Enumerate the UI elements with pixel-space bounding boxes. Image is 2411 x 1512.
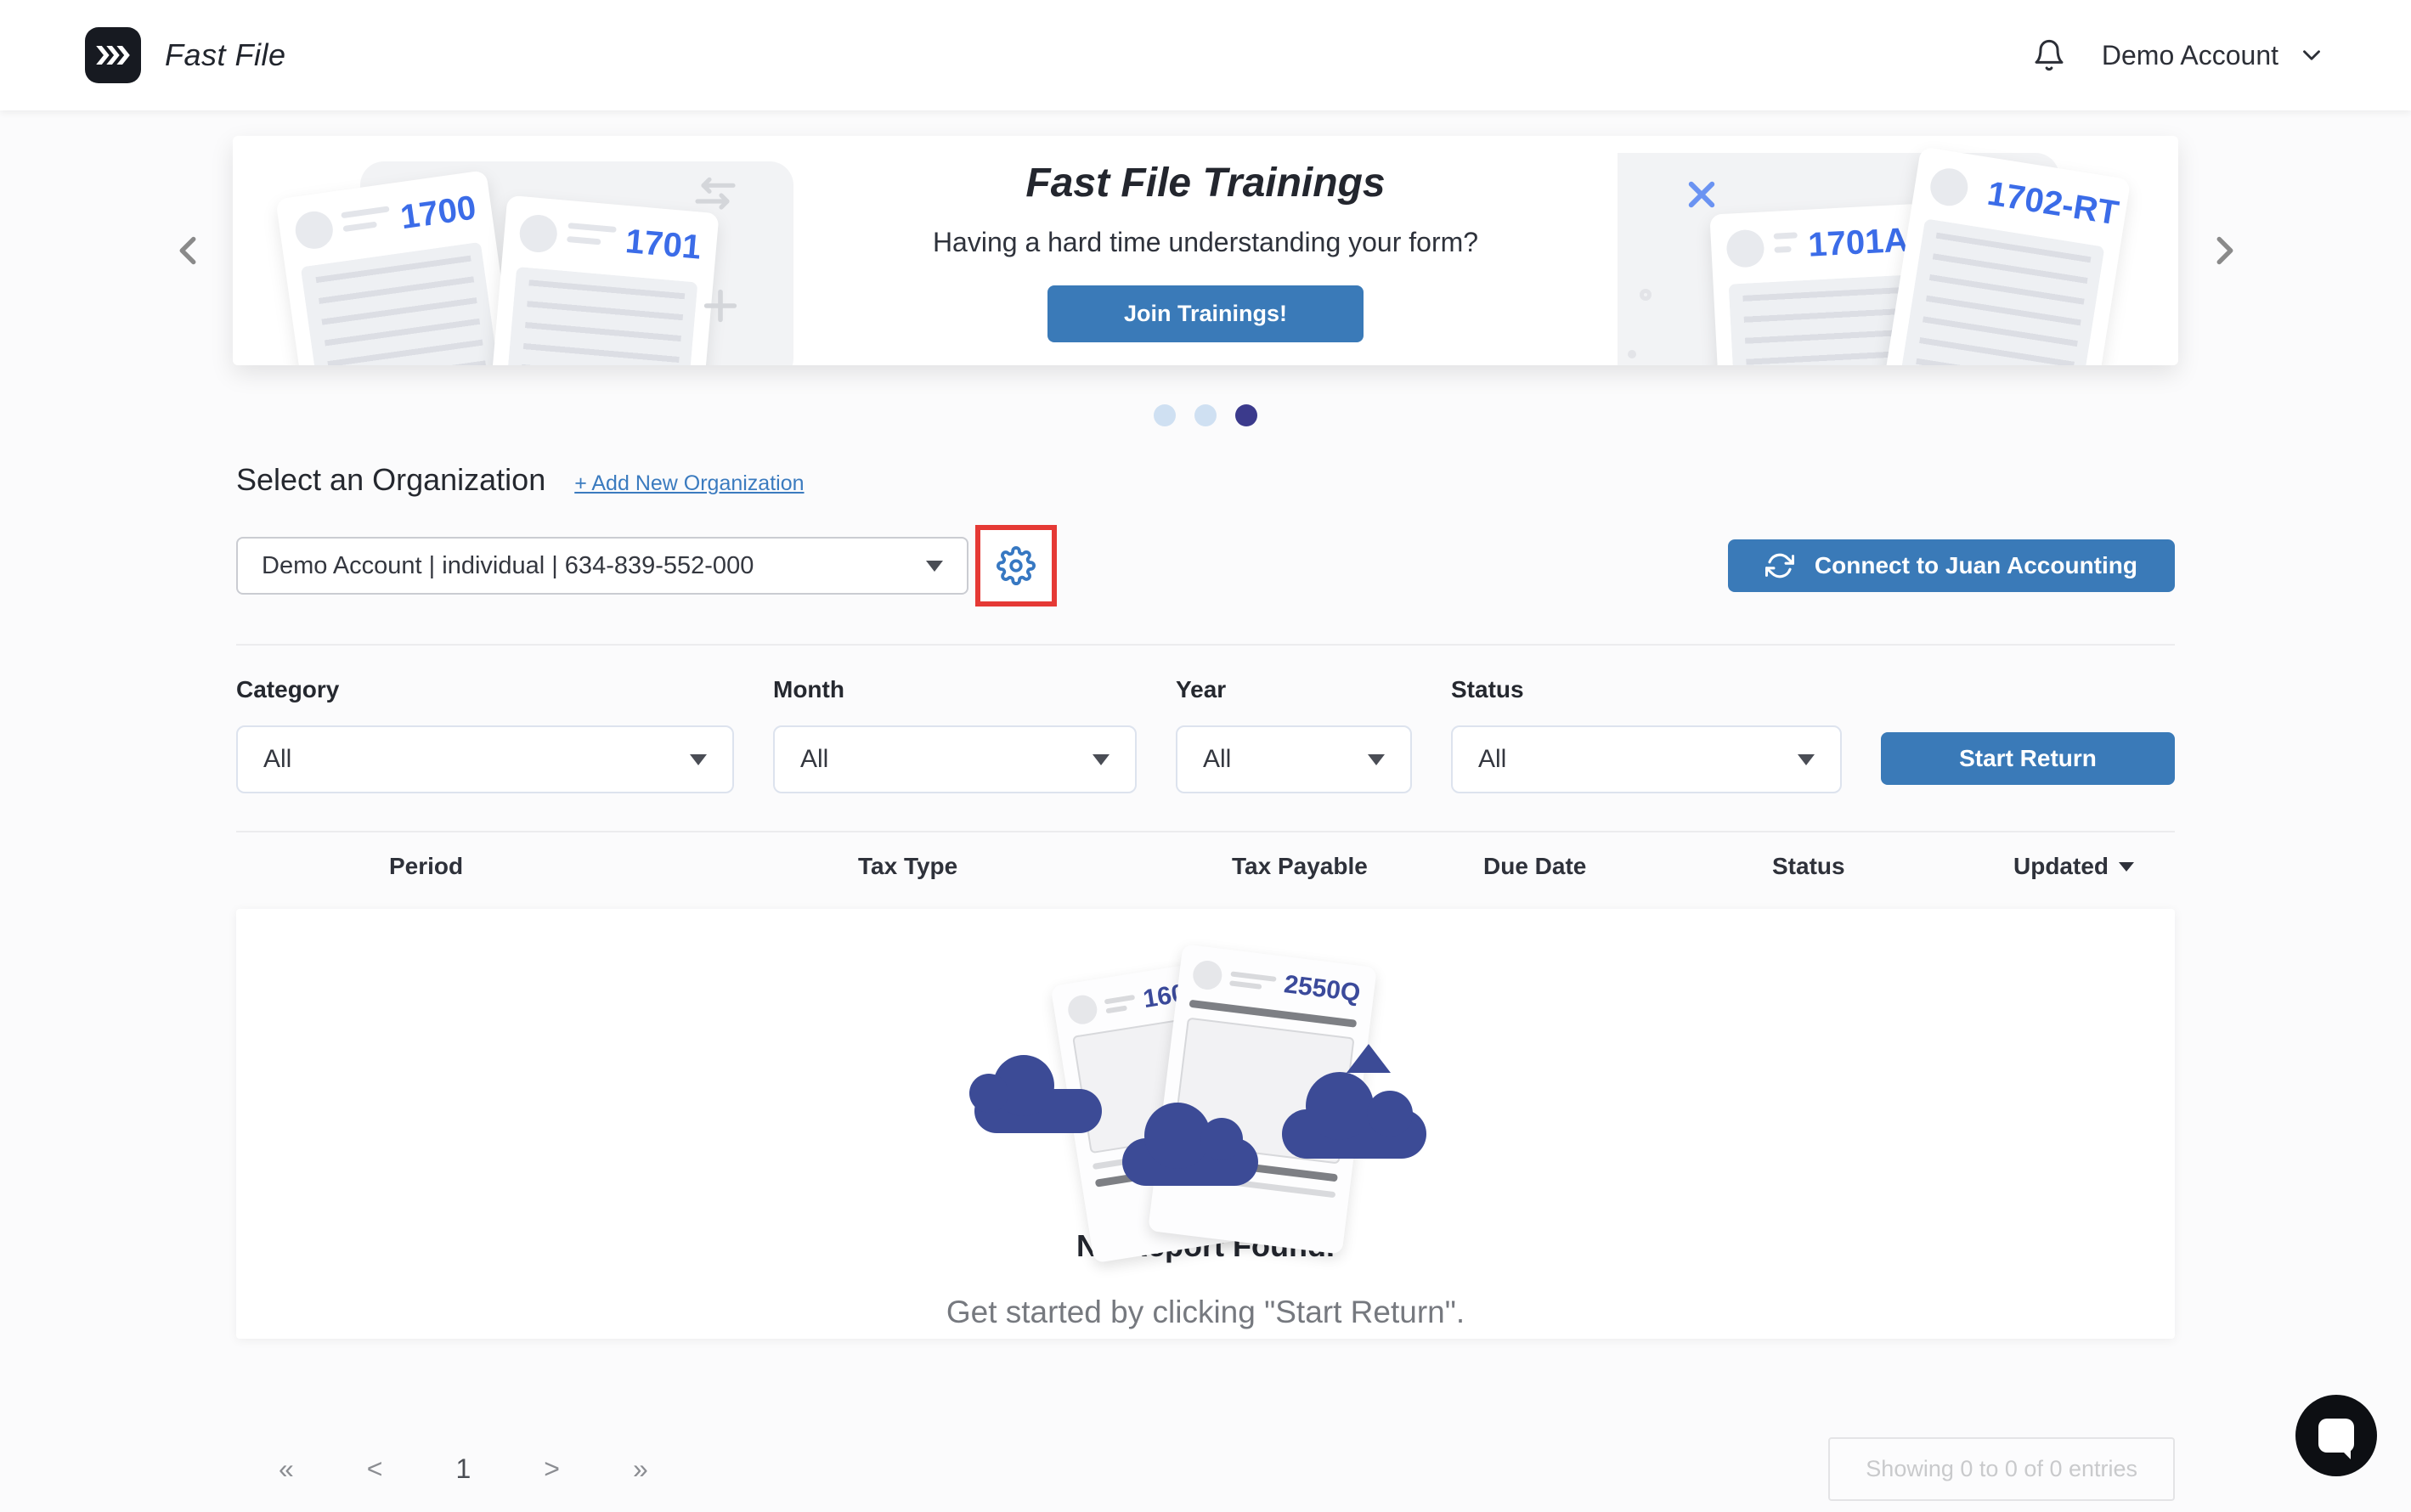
pagination-row: « < 1 > » Showing 0 to 0 of 0 entries: [236, 1437, 2175, 1501]
status-filter-label: Status: [1451, 676, 1524, 702]
plus-icon: [697, 282, 744, 334]
organization-select-value: Demo Account | individual | 634-839-552-…: [262, 551, 754, 579]
category-filter-value: All: [263, 745, 292, 773]
cloud-icon: [1282, 1072, 1426, 1159]
decorative-dot: [1628, 350, 1636, 358]
join-trainings-button[interactable]: Join Trainings!: [1047, 285, 1364, 342]
carousel-left-illustration: 1700 1701: [233, 136, 793, 365]
category-filter-select[interactable]: All: [236, 725, 734, 793]
category-filter-label: Category: [236, 676, 340, 702]
form-number: 1701: [624, 223, 703, 267]
account-menu[interactable]: Demo Account: [2102, 40, 2326, 71]
year-filter-label: Year: [1176, 676, 1227, 702]
gear-icon: [997, 546, 1036, 585]
prev-page-button[interactable]: <: [355, 1448, 395, 1490]
chat-widget-button[interactable]: [2295, 1395, 2377, 1476]
carousel-prev-button[interactable]: [165, 228, 211, 274]
upload-arrow-icon: [1347, 1030, 1391, 1073]
bell-icon[interactable]: [2032, 38, 2066, 72]
carousel-right-illustration: 1701A 1702-RT: [1618, 136, 2178, 365]
carousel-dots: [0, 404, 2411, 426]
chevron-down-icon: [1368, 753, 1385, 765]
brand-name: Fast File: [165, 37, 286, 72]
close-icon: [1684, 177, 1719, 217]
column-period: Period: [389, 853, 464, 879]
last-page-button[interactable]: »: [621, 1448, 660, 1490]
divider: [236, 831, 2175, 832]
first-page-button[interactable]: «: [267, 1448, 306, 1490]
carousel-subtitle: Having a hard time understanding your fo…: [932, 226, 1479, 257]
column-tax-type: Tax Type: [858, 853, 958, 879]
month-filter-value: All: [800, 745, 829, 773]
year-filter-select[interactable]: All: [1176, 725, 1412, 793]
carousel-dot-1[interactable]: [1154, 404, 1176, 426]
form-number: 1701A: [1807, 221, 1910, 264]
status-filter-select[interactable]: All: [1451, 725, 1842, 793]
form-number: 1702-RT: [1985, 174, 2121, 233]
carousel-copy: Fast File Trainings Having a hard time u…: [793, 136, 1618, 365]
account-name: Demo Account: [2101, 39, 2278, 71]
carousel-next-button[interactable]: [2202, 228, 2248, 274]
empty-state-subtitle: Get started by clicking "Start Return".: [946, 1295, 1465, 1329]
form-doc-1700: 1700: [275, 170, 522, 365]
chevron-down-icon: [1093, 753, 1110, 765]
sync-icon: [1764, 553, 1794, 578]
divider: [236, 644, 2175, 646]
column-due-date: Due Date: [1483, 853, 1587, 879]
decorative-dot: [1640, 289, 1652, 301]
fastfile-logo-icon: [85, 27, 141, 83]
column-updated-sort[interactable]: Updated: [2013, 853, 2134, 880]
connect-accounting-label: Connect to Juan Accounting: [1814, 552, 2137, 578]
carousel-slide: 1700 1701 Fast: [233, 136, 2178, 365]
gear-highlight-red-box: [975, 525, 1057, 606]
cloud-icon: [969, 1055, 1102, 1133]
form-doc-1701: 1701: [485, 195, 720, 365]
chevron-down-icon: [690, 753, 707, 765]
reports-table-header: Period Tax Type Tax Payable Due Date Sta…: [236, 834, 2175, 899]
chat-icon: [2318, 1419, 2354, 1459]
column-status: Status: [1772, 853, 1845, 879]
filters-row: Category All Month All Year All Status A…: [236, 676, 2175, 793]
topbar: Fast File Demo Account: [0, 0, 2411, 110]
next-page-button[interactable]: >: [532, 1448, 572, 1490]
brand: Fast File: [85, 27, 286, 83]
sort-caret-icon: [2119, 861, 2134, 872]
select-organization-heading: Select an Organization: [236, 462, 546, 497]
carousel-dot-2[interactable]: [1194, 404, 1217, 426]
organization-select[interactable]: Demo Account | individual | 634-839-552-…: [236, 537, 968, 595]
organization-settings-button[interactable]: [997, 546, 1036, 585]
connect-accounting-button[interactable]: Connect to Juan Accounting: [1727, 539, 2175, 592]
entries-summary: Showing 0 to 0 of 0 entries: [1828, 1437, 2175, 1501]
carousel-dot-3-active[interactable]: [1235, 404, 1257, 426]
month-filter-select[interactable]: All: [773, 725, 1137, 793]
chevron-down-icon: [2303, 50, 2320, 60]
form-doc-1702rt: 1702-RT: [1877, 146, 2132, 365]
chevron-down-icon: [1798, 753, 1815, 765]
cloud-icon: [1122, 1103, 1258, 1186]
current-page-button[interactable]: 1: [443, 1448, 483, 1490]
chevron-left-icon: [179, 236, 196, 265]
column-updated-label: Updated: [2013, 853, 2109, 879]
year-filter-value: All: [1203, 745, 1232, 773]
trainings-carousel: 1700 1701 Fast: [179, 136, 2233, 365]
carousel-title: Fast File Trainings: [1025, 160, 1386, 206]
status-filter-value: All: [1478, 745, 1507, 773]
column-tax-payable: Tax Payable: [1232, 853, 1368, 879]
chevron-down-icon: [926, 560, 943, 572]
start-return-button[interactable]: Start Return: [1881, 732, 2175, 785]
month-filter-label: Month: [773, 676, 844, 702]
form-number: 1700: [398, 189, 478, 237]
swap-arrows-icon: [692, 172, 739, 223]
no-report-illustration: 1601-C 2550Q: [969, 944, 1426, 1264]
main-content: Select an Organization + Add New Organiz…: [219, 462, 2192, 1501]
chevron-right-icon: [2216, 236, 2233, 265]
form-number: 2550Q: [1282, 970, 1363, 1007]
pager: « < 1 > »: [267, 1448, 660, 1490]
add-new-organization-link[interactable]: + Add New Organization: [574, 471, 805, 495]
empty-state-card: 1601-C 2550Q No Repo: [236, 909, 2175, 1339]
